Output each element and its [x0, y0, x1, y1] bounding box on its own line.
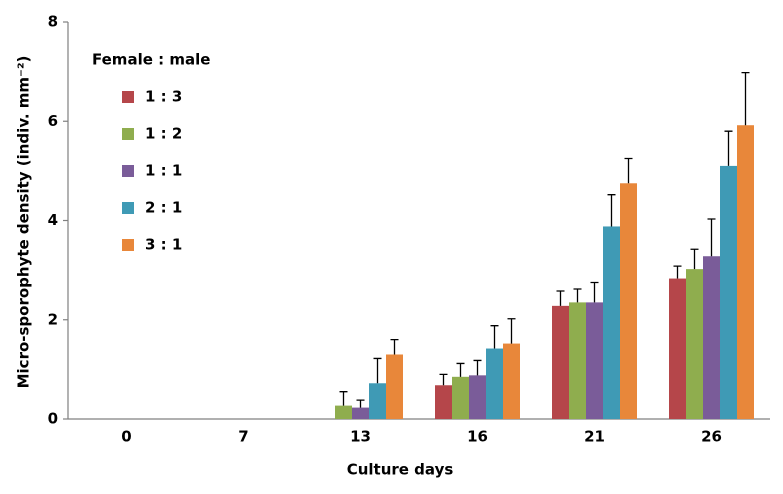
x-tick-label: 0	[121, 428, 131, 446]
error-bar	[473, 359, 482, 376]
bar	[452, 376, 469, 419]
error-bar	[373, 357, 382, 384]
legend-label: 3 : 1	[145, 236, 182, 254]
error-bar	[439, 373, 448, 386]
legend-swatch	[122, 239, 134, 251]
legend-title: Female : male	[92, 51, 210, 69]
error-bar	[673, 265, 682, 279]
y-tick-label: 2	[48, 310, 58, 328]
error-bar	[507, 318, 516, 344]
bar	[435, 385, 452, 419]
y-tick-label: 4	[48, 211, 58, 229]
error-bar	[390, 338, 399, 355]
error-bar	[573, 288, 582, 303]
legend-label: 1 : 3	[145, 88, 182, 106]
bar	[369, 383, 386, 419]
error-bar	[724, 130, 733, 166]
error-bar	[339, 391, 348, 406]
error-bar	[690, 248, 699, 270]
error-bar	[707, 218, 716, 257]
legend-swatch	[122, 202, 134, 214]
legend-swatch	[122, 128, 134, 140]
x-tick-label: 26	[701, 428, 722, 446]
y-tick-label: 0	[48, 410, 58, 428]
bar	[503, 343, 520, 419]
bar	[669, 278, 686, 419]
legend-swatch	[122, 165, 134, 177]
x-tick-label: 16	[467, 428, 488, 446]
bar	[352, 407, 369, 419]
y-tick-label: 6	[48, 112, 58, 130]
y-axis-label: Micro-sporophyte density (indiv. mm⁻²)	[15, 56, 33, 389]
legend-label: 1 : 1	[145, 162, 182, 180]
error-bar	[607, 194, 616, 227]
x-tick-label: 13	[350, 428, 371, 446]
y-tick-label: 8	[48, 13, 58, 31]
x-tick-label: 7	[238, 428, 248, 446]
legend-label: 1 : 2	[145, 125, 182, 143]
bar	[703, 256, 720, 419]
x-tick-label: 21	[584, 428, 605, 446]
bar	[720, 165, 737, 419]
error-bar	[624, 157, 633, 184]
legend-label: 2 : 1	[145, 199, 182, 217]
bar	[552, 305, 569, 419]
error-bar	[590, 281, 599, 303]
legend-swatch	[122, 91, 134, 103]
bar	[737, 125, 754, 419]
bar	[686, 269, 703, 419]
bar	[335, 405, 352, 419]
bar	[603, 226, 620, 419]
x-axis-label: Culture days	[347, 461, 454, 479]
bar	[620, 183, 637, 419]
bar	[586, 302, 603, 419]
bar	[386, 354, 403, 419]
error-bar	[490, 325, 499, 349]
error-bar	[741, 71, 750, 126]
error-bar	[556, 290, 565, 306]
bar	[469, 375, 486, 419]
error-bar	[356, 399, 365, 408]
bar	[486, 348, 503, 419]
bar	[569, 302, 586, 419]
error-bar	[456, 362, 465, 377]
